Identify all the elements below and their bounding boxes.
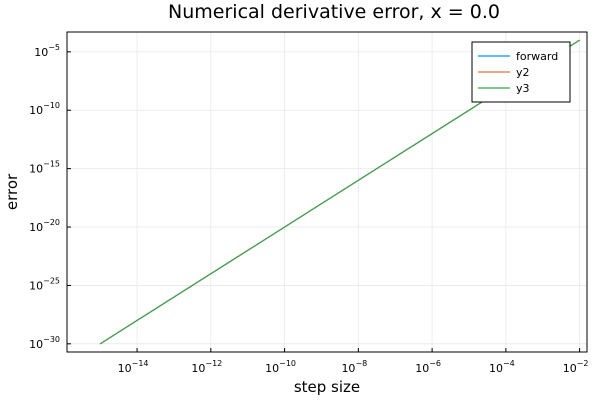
y-tick-label: 10−15	[29, 160, 60, 176]
legend-label-forward: forward	[516, 50, 558, 63]
y-tick-label: 10−20	[29, 218, 60, 234]
x-tick-label: 10−12	[191, 359, 222, 375]
y-tick-label: 10−5	[34, 43, 60, 59]
x-axis-label: step size	[294, 378, 360, 396]
y-tick-label: 10−30	[29, 335, 60, 351]
chart-title: Numerical derivative error, x = 0.0	[168, 1, 500, 23]
y-axis-ticks: 10−5 10−10 10−15 10−20 10−25 10−30	[29, 43, 71, 351]
y-axis-label: error	[3, 173, 21, 210]
x-tick-label: 10−14	[118, 359, 149, 375]
y-tick-label: 10−10	[29, 101, 60, 117]
x-tick-label: 10−6	[415, 359, 441, 375]
legend: forward y2 y3	[472, 42, 570, 102]
y-tick-label: 10−25	[29, 276, 60, 292]
legend-label-y2: y2	[516, 66, 530, 79]
x-tick-label: 10−8	[341, 359, 367, 375]
x-tick-label: 10−10	[265, 359, 296, 375]
x-tick-label: 10−4	[489, 359, 515, 375]
x-tick-label: 10−2	[563, 359, 589, 375]
legend-label-y3: y3	[516, 82, 530, 95]
